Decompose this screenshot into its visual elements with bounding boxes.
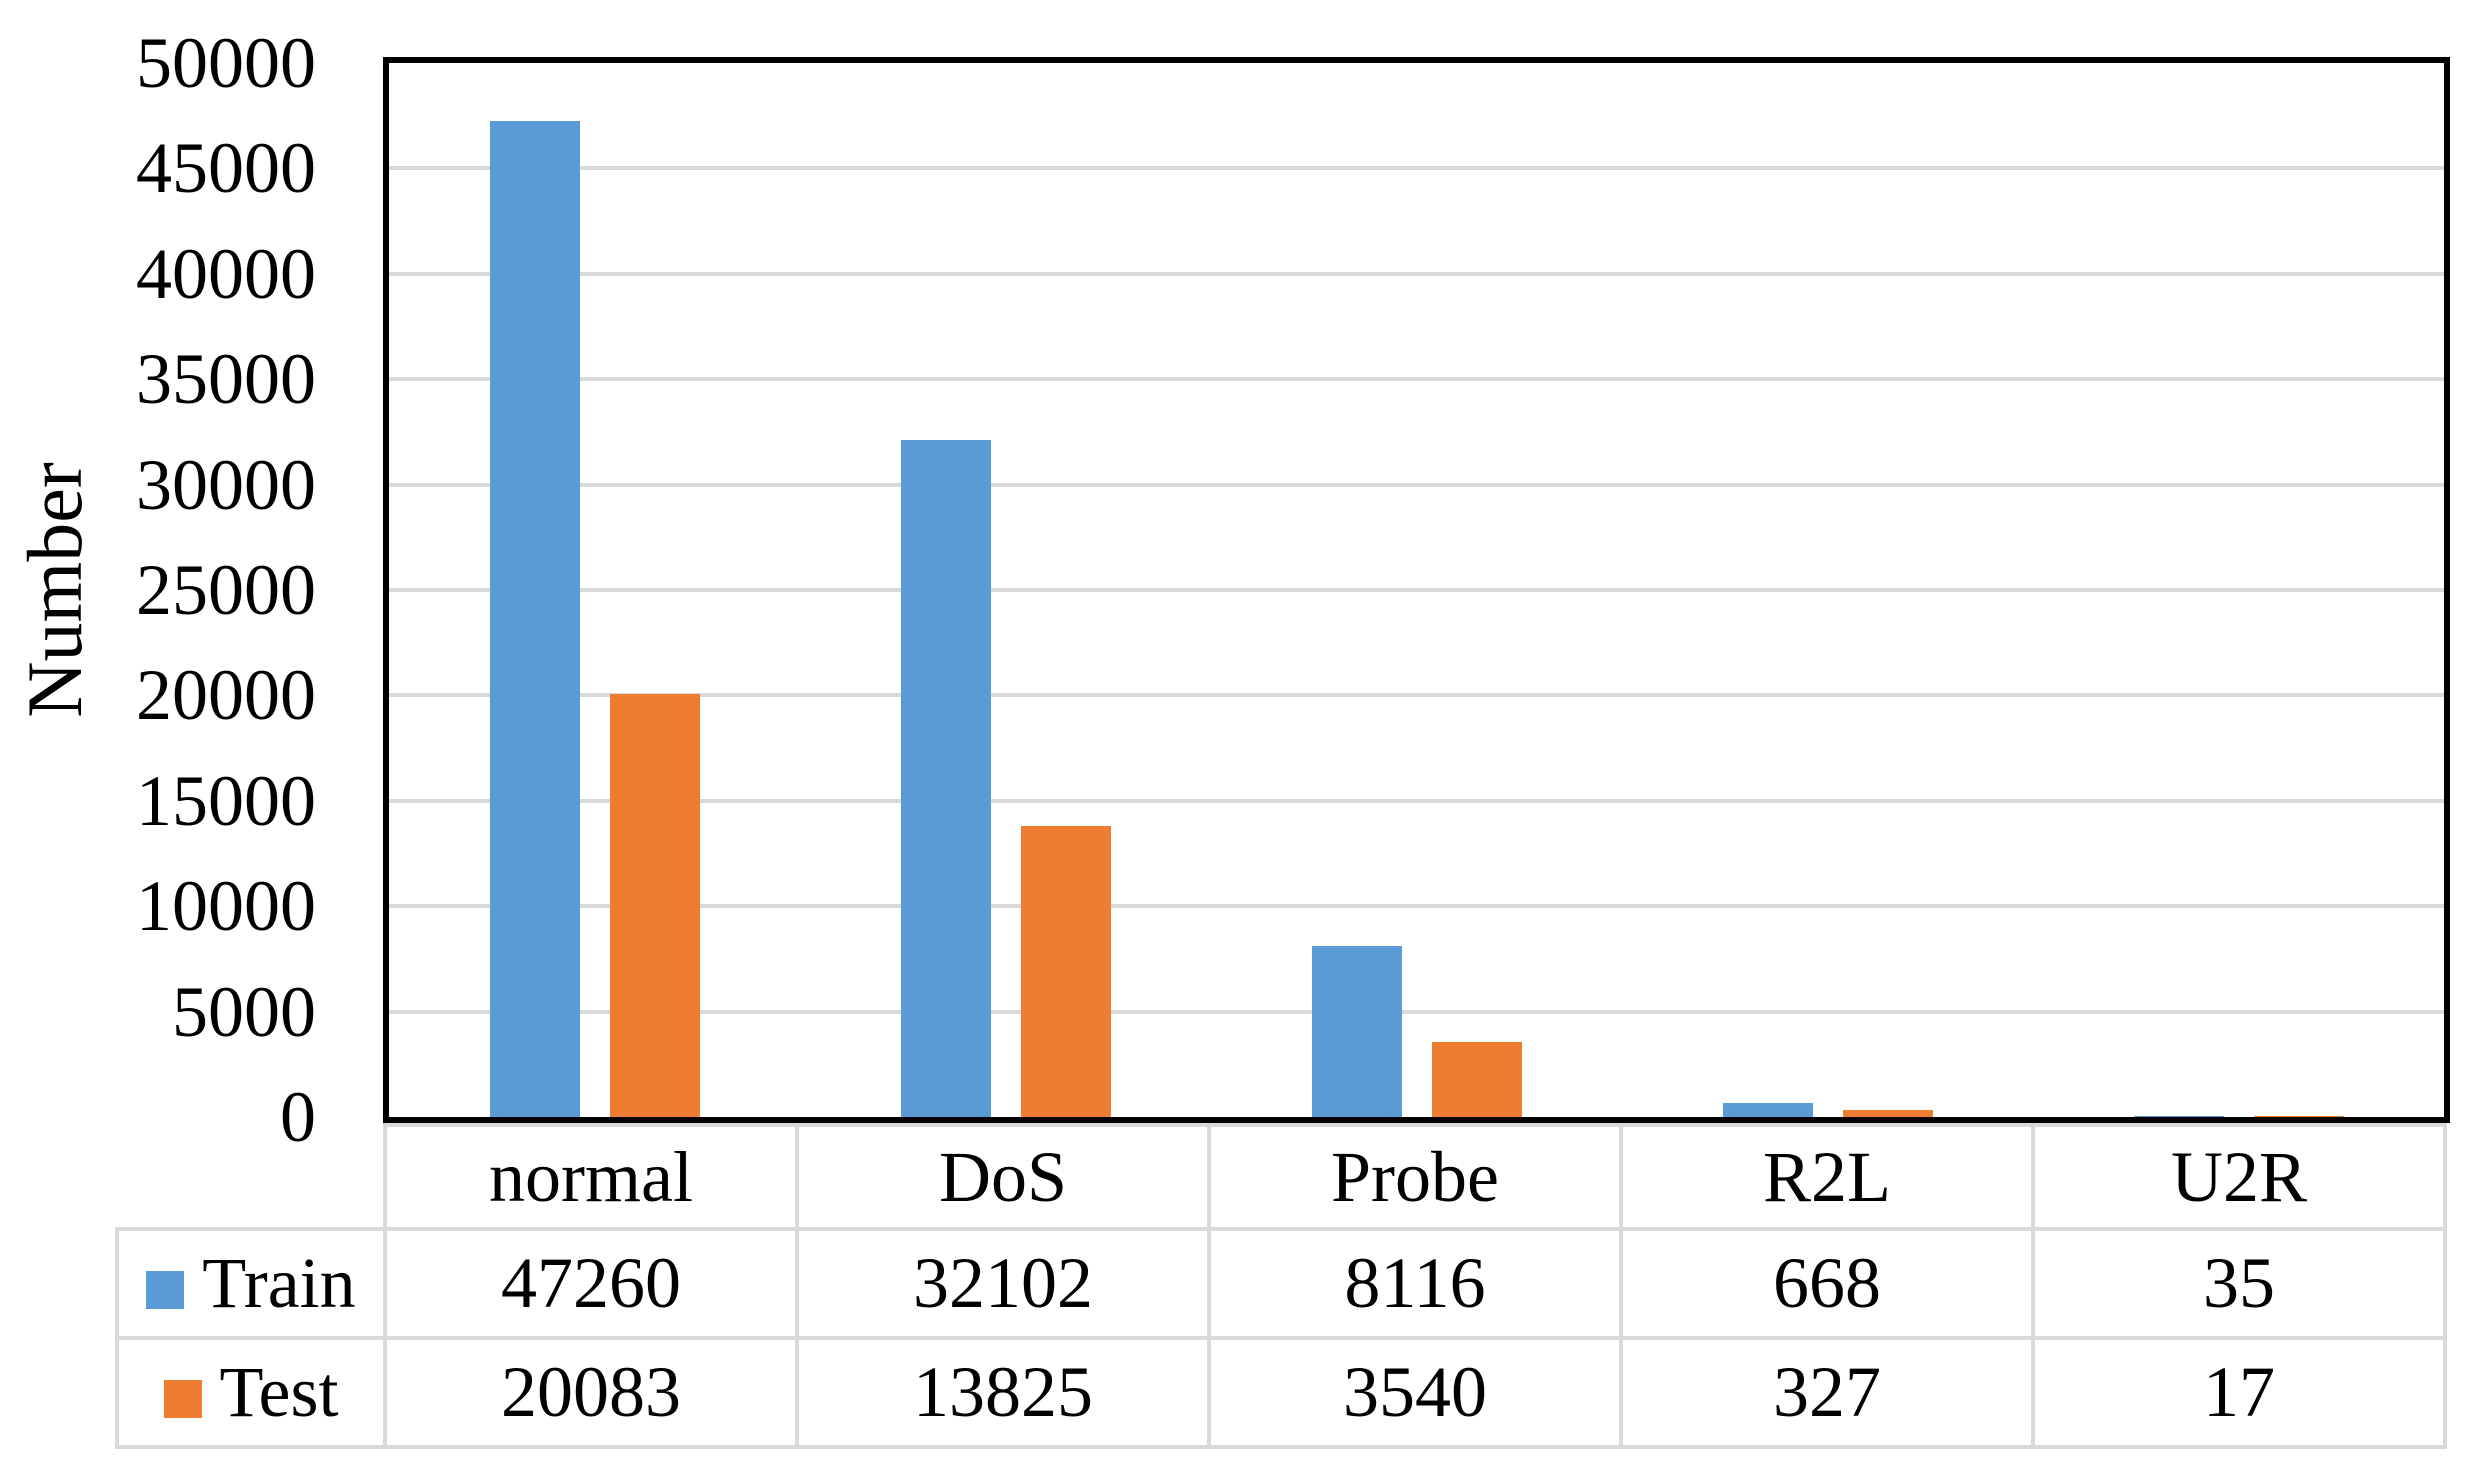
test-legend-swatch-icon [163,1380,202,1418]
bar-test-normal [610,694,700,1117]
category-header-cell: Probe [1207,1123,1623,1231]
value-cell: 3540 [1207,1336,1623,1449]
value-cell: 668 [1619,1227,2035,1340]
gridline [389,904,2444,909]
value-cell: 32102 [795,1227,1211,1340]
y-tick-label: 10000 [136,866,316,946]
y-tick-label: 25000 [136,550,316,630]
value-cell: 35 [2031,1227,2447,1340]
bar-test-DoS [1021,826,1111,1117]
bar-train-normal [490,121,580,1117]
gridline [389,693,2444,698]
gridline [389,166,2444,171]
train-legend-swatch-icon [146,1271,185,1309]
legend-label: Test [219,1352,339,1432]
value-cell: 8116 [1207,1227,1623,1340]
bar-train-R2L [1723,1103,1813,1117]
bar-test-Probe [1432,1042,1522,1117]
gridline [389,1009,2444,1014]
value-cell: 17 [2031,1336,2447,1449]
y-tick-label: 40000 [136,234,316,314]
value-cell: 20083 [383,1336,799,1449]
category-header-cell: R2L [1619,1123,2035,1231]
bar-train-Probe [1312,946,1402,1117]
y-tick-label: 45000 [136,128,316,208]
bar-test-U2R [2254,1116,2344,1117]
y-tick-label: 20000 [136,655,316,735]
y-tick-label: 5000 [172,972,316,1052]
y-tick-label: 50000 [136,23,316,103]
gridline [389,798,2444,803]
value-cell: 47260 [383,1227,799,1340]
gridline [389,588,2444,592]
legend-cell-train: Train [115,1227,387,1340]
y-tick-label: 30000 [136,445,316,525]
value-cell: 13825 [795,1336,1211,1449]
y-tick-label: 35000 [136,339,316,419]
category-header-cell: DoS [795,1123,1211,1231]
bar-train-U2R [2134,1116,2224,1117]
bar-test-R2L [1843,1110,1933,1117]
plot-area [383,57,2450,1123]
value-cell: 327 [1619,1336,2035,1449]
y-tick-label: 15000 [136,761,316,841]
gridline [389,377,2444,382]
gridline [389,482,2444,487]
legend-label: Train [202,1243,356,1323]
table-row: Test 20083 13825 3540 327 17 [115,1336,2447,1449]
table-row: Train 47260 32102 8116 668 35 [115,1227,2447,1340]
category-header-cell: normal [383,1123,799,1231]
bar-train-DoS [901,440,991,1117]
legend-cell-test: Test [115,1336,387,1449]
table-corner-cell [117,1125,385,1229]
category-header-cell: U2R [2031,1123,2447,1231]
data-table: normal DoS Probe R2L U2R Train 47260 32102 8116 6… [115,1123,2447,1449]
gridline [389,271,2444,276]
y-tick-label: 0 [280,1077,316,1157]
